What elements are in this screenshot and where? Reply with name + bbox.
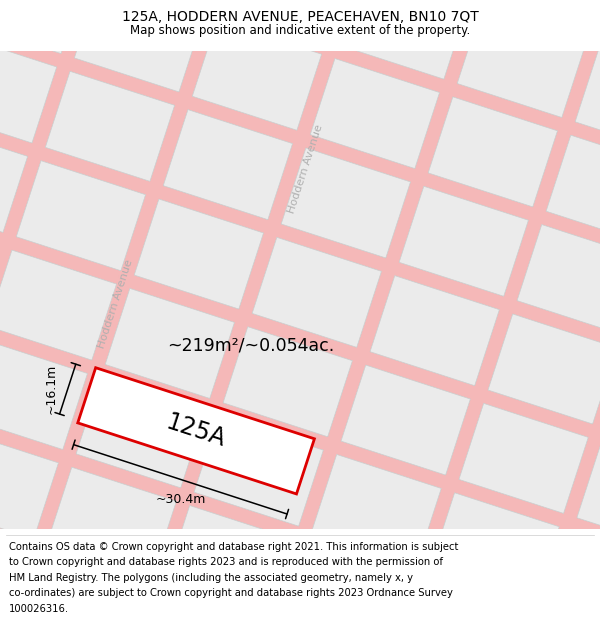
Polygon shape xyxy=(0,0,600,348)
Polygon shape xyxy=(517,224,600,334)
Polygon shape xyxy=(0,0,89,625)
Text: Hoddern Avenue: Hoddern Avenue xyxy=(286,123,324,215)
Polygon shape xyxy=(0,0,600,80)
Polygon shape xyxy=(252,238,382,348)
Polygon shape xyxy=(428,97,557,207)
Polygon shape xyxy=(0,0,600,259)
Polygon shape xyxy=(0,429,58,539)
Polygon shape xyxy=(0,122,28,232)
Polygon shape xyxy=(0,315,600,625)
Polygon shape xyxy=(457,8,587,118)
Text: Map shows position and indicative extent of the property.: Map shows position and indicative extent… xyxy=(130,24,470,37)
Polygon shape xyxy=(221,0,350,41)
Text: 125A: 125A xyxy=(163,410,229,452)
Polygon shape xyxy=(0,494,600,625)
Polygon shape xyxy=(575,46,600,156)
Polygon shape xyxy=(0,0,600,169)
Text: ~16.1m: ~16.1m xyxy=(44,364,58,414)
Polygon shape xyxy=(341,365,470,475)
Text: 100026316.: 100026316. xyxy=(9,604,69,614)
Polygon shape xyxy=(134,199,263,309)
Polygon shape xyxy=(0,0,600,438)
Polygon shape xyxy=(0,136,600,625)
Polygon shape xyxy=(0,583,600,625)
Text: Hoddern Avenue: Hoddern Avenue xyxy=(96,258,134,350)
Polygon shape xyxy=(577,442,600,552)
Polygon shape xyxy=(0,404,600,625)
Polygon shape xyxy=(430,492,559,603)
Polygon shape xyxy=(103,0,233,2)
Polygon shape xyxy=(546,135,600,245)
Polygon shape xyxy=(0,33,57,143)
Polygon shape xyxy=(0,0,207,625)
Polygon shape xyxy=(283,544,412,625)
Text: ~219m²/~0.054ac.: ~219m²/~0.054ac. xyxy=(167,337,335,355)
Polygon shape xyxy=(194,416,323,526)
Polygon shape xyxy=(459,403,588,513)
Polygon shape xyxy=(0,0,325,625)
Polygon shape xyxy=(0,47,600,617)
Polygon shape xyxy=(310,59,440,169)
Polygon shape xyxy=(463,0,600,625)
Text: HM Land Registry. The polygons (including the associated geometry, namely x, y: HM Land Registry. The polygons (includin… xyxy=(9,573,413,583)
Polygon shape xyxy=(0,0,600,527)
Polygon shape xyxy=(581,0,600,625)
Polygon shape xyxy=(47,468,176,578)
Polygon shape xyxy=(0,250,116,360)
Polygon shape xyxy=(312,454,441,564)
Polygon shape xyxy=(16,161,146,271)
Polygon shape xyxy=(165,506,295,616)
Polygon shape xyxy=(109,0,600,625)
Polygon shape xyxy=(519,621,600,625)
Text: Contains OS data © Crown copyright and database right 2021. This information is : Contains OS data © Crown copyright and d… xyxy=(9,542,458,552)
Polygon shape xyxy=(0,518,29,625)
Polygon shape xyxy=(78,368,314,494)
Polygon shape xyxy=(345,0,600,625)
Polygon shape xyxy=(163,109,293,219)
Polygon shape xyxy=(76,378,205,488)
Polygon shape xyxy=(548,531,600,625)
Polygon shape xyxy=(399,186,529,296)
Text: ~30.4m: ~30.4m xyxy=(155,493,206,506)
Polygon shape xyxy=(339,0,469,79)
Polygon shape xyxy=(192,20,322,130)
Polygon shape xyxy=(486,0,600,28)
Polygon shape xyxy=(227,0,600,625)
Polygon shape xyxy=(105,288,235,399)
Polygon shape xyxy=(0,339,88,449)
Polygon shape xyxy=(46,71,175,181)
Text: co-ordinates) are subject to Crown copyright and database rights 2023 Ordnance S: co-ordinates) are subject to Crown copyr… xyxy=(9,588,453,598)
Polygon shape xyxy=(0,0,86,54)
Polygon shape xyxy=(0,226,600,625)
Text: 125A, HODDERN AVENUE, PEACEHAVEN, BN10 7QT: 125A, HODDERN AVENUE, PEACEHAVEN, BN10 7… xyxy=(122,11,478,24)
Polygon shape xyxy=(401,582,530,625)
Polygon shape xyxy=(74,0,203,92)
Text: to Crown copyright and database rights 2023 and is reproduced with the permissio: to Crown copyright and database rights 2… xyxy=(9,558,443,568)
Polygon shape xyxy=(18,557,148,625)
Polygon shape xyxy=(223,327,352,437)
Polygon shape xyxy=(0,0,560,625)
Polygon shape xyxy=(281,148,410,258)
Polygon shape xyxy=(136,595,265,625)
Polygon shape xyxy=(488,314,600,424)
Polygon shape xyxy=(370,276,499,386)
Polygon shape xyxy=(0,0,443,625)
